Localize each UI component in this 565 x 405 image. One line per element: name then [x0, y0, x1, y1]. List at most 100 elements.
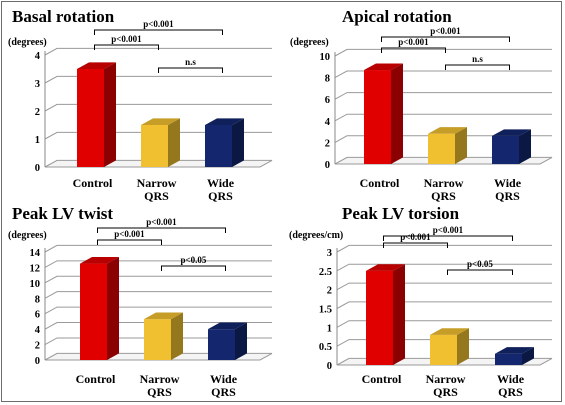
significance-bracket: [381, 47, 446, 53]
y-axis-label: (degrees/cm): [289, 230, 343, 241]
bar-top: [495, 347, 534, 354]
gridline: [336, 263, 552, 272]
bar-narrow: [141, 118, 180, 167]
y-tick-label: 8: [325, 74, 330, 85]
gridline: [44, 260, 272, 268]
bar-control: [366, 264, 405, 365]
gridline: [44, 103, 272, 112]
category-label: Narrow: [137, 176, 177, 190]
gridline: [44, 75, 272, 84]
y-tick-label: 0: [35, 356, 40, 367]
bar-narrow: [144, 312, 183, 360]
bar-side: [232, 118, 244, 167]
significance-label: p<0.05: [181, 255, 207, 265]
bar-side: [171, 312, 183, 360]
category-label: Wide: [207, 176, 235, 190]
y-tick-label: 2: [35, 341, 40, 352]
gridline: [336, 244, 552, 253]
significance-bracket: [383, 242, 448, 248]
significance-bracket: [161, 265, 226, 271]
y-tick-label: 1: [35, 135, 40, 146]
gridline: [336, 301, 552, 309]
bar-top: [208, 322, 247, 330]
y-tick-label: 4: [325, 117, 331, 128]
y-axis-label: (degrees): [8, 37, 47, 48]
bar-wide: [495, 347, 534, 365]
bar-side: [391, 63, 403, 164]
significance-label: p<0.001: [143, 19, 174, 29]
y-tick-label: 10: [320, 52, 331, 63]
y-tick-label: 3: [327, 248, 332, 259]
y-axis-label: (degrees): [290, 37, 329, 48]
significance-label: p<0.001: [430, 26, 461, 36]
bar-front: [430, 334, 457, 365]
chart-panel-4: Peak LV torsion (degrees/cm) 0 0.5 1 1.5 2 2.5 3…: [289, 204, 553, 399]
gridline: [44, 322, 272, 330]
bar-top: [492, 129, 531, 136]
y-tick-label: 0.5: [319, 342, 332, 353]
bar-front: [208, 329, 235, 360]
category-label: QRS: [498, 385, 523, 399]
significance-label: p<0.001: [433, 225, 464, 235]
bar-front: [366, 270, 393, 365]
significance-label: p<0.05: [467, 259, 493, 269]
category-label: Narrow: [140, 372, 180, 386]
significance-label: p<0.001: [400, 232, 431, 242]
significance-label: p<0.001: [111, 34, 142, 44]
bar-front: [77, 69, 104, 167]
gridline: [334, 48, 552, 57]
significance-bracket: [381, 36, 510, 42]
chart-panel-1: Basal rotation (degrees) 0 1 2 3 4 Control Narro…: [8, 7, 273, 203]
chart-title: Peak LV twist: [12, 204, 113, 223]
bar-front: [80, 263, 107, 360]
y-axis-label: (degrees): [8, 230, 47, 241]
bar-wide: [492, 129, 531, 164]
gridline: [334, 92, 552, 100]
category-label: QRS: [431, 189, 456, 203]
significance-bracket: [445, 64, 510, 70]
y-tick-label: 4: [35, 51, 41, 62]
category-label: QRS: [433, 385, 458, 399]
y-tick-label: 0: [327, 361, 332, 372]
y-tick-label: 12: [30, 263, 41, 274]
bar-side: [455, 127, 467, 164]
chart-title: Apical rotation: [342, 7, 452, 26]
significance-bracket: [94, 44, 159, 50]
significance-label: n.s: [185, 57, 196, 67]
bar-top: [144, 312, 183, 320]
significance-bracket: [97, 227, 226, 233]
gridline: [336, 282, 552, 291]
bar-side: [235, 322, 247, 360]
category-label: QRS: [147, 385, 172, 399]
y-tick-label: 6: [325, 95, 330, 106]
y-tick-label: 2: [35, 107, 40, 118]
bar-front: [428, 133, 455, 164]
y-tick-label: 1.5: [319, 305, 332, 316]
significance-bracket: [97, 239, 162, 245]
bar-front: [492, 135, 519, 164]
y-tick-label: 0: [35, 163, 40, 174]
significance-label: n.s: [472, 54, 483, 64]
bar-side: [522, 347, 534, 365]
y-tick-label: 6: [35, 310, 40, 321]
category-label: QRS: [211, 385, 236, 399]
y-tick-label: 2: [327, 286, 332, 297]
significance-bracket: [94, 29, 223, 35]
bar-control: [77, 62, 116, 167]
category-label: Control: [73, 176, 113, 190]
gridline: [336, 320, 552, 328]
bar-side: [104, 62, 116, 167]
bar-top: [77, 62, 116, 69]
bar-side: [393, 264, 405, 365]
category-label: Narrow: [426, 372, 466, 386]
y-tick-label: 8: [35, 294, 40, 305]
category-label: Wide: [210, 372, 238, 386]
bar-front: [205, 125, 232, 167]
category-label: Control: [76, 372, 116, 386]
bar-front: [141, 125, 168, 167]
bar-top: [141, 118, 180, 125]
significance-bracket: [383, 235, 513, 241]
bar-top: [428, 127, 467, 134]
y-tick-label: 2.5: [319, 267, 332, 278]
